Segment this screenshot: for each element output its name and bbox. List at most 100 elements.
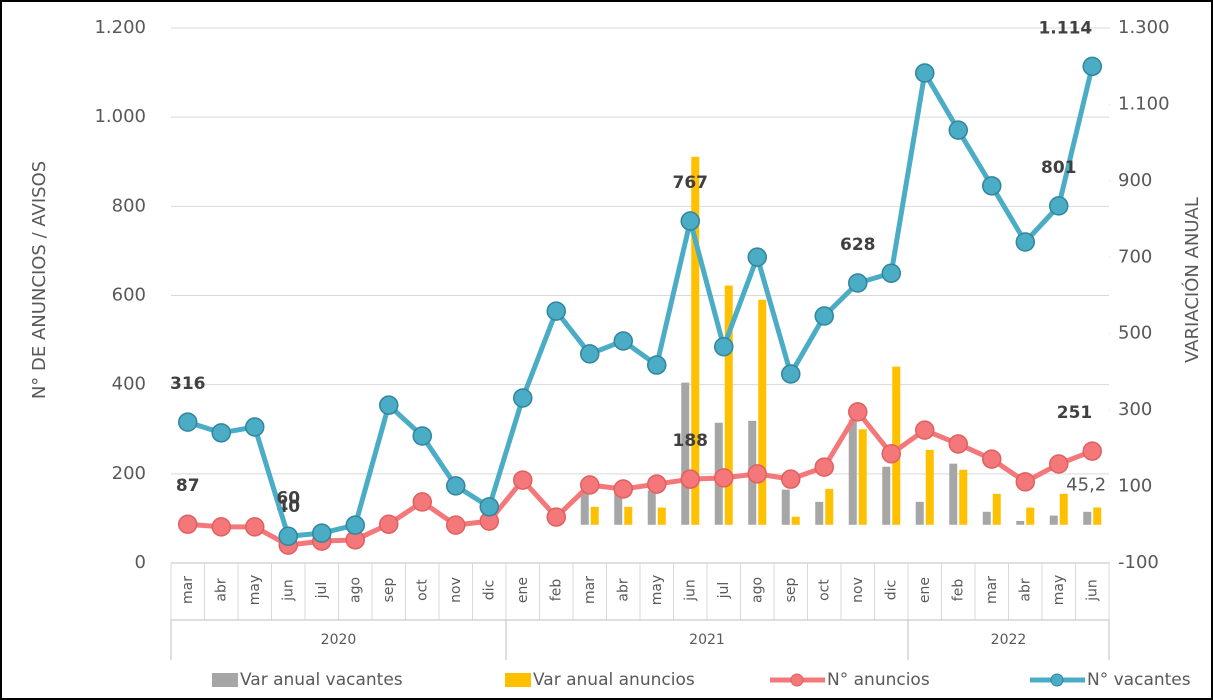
bar [825,488,834,525]
bar [758,299,767,525]
data-label: 767 [673,173,709,193]
bar [848,419,857,525]
line [187,409,1094,548]
y2-tick-label: 700 [1118,246,1152,267]
bar [691,156,700,525]
point [714,468,734,488]
bar [982,511,991,525]
x-tick-label: abr [615,578,631,601]
x-tick-label: oct [816,579,832,601]
legend-swatch [790,673,804,687]
x-tick-label: abr [213,578,229,601]
point [412,426,432,446]
y-axis-title: N° DE ANUNCIOS / AVISOS [29,161,50,399]
point [881,263,901,283]
x-tick-label: jul [314,582,330,600]
point [848,273,868,293]
bar [949,463,958,525]
group-label: 2021 [689,632,725,648]
data-label: 45,2 [1066,475,1106,496]
bar [657,507,666,525]
point [546,301,566,321]
point [580,475,600,495]
y2-tick-label: -100 [1118,552,1159,573]
bar [815,501,824,525]
point [245,417,265,437]
point [1082,56,1102,77]
x-tick-label: jul [716,582,732,600]
point [680,211,700,231]
point [211,423,231,443]
data-label: 188 [673,431,709,451]
point [513,388,533,408]
bar [959,469,968,525]
point [546,507,566,527]
y2-tick-label: 500 [1118,323,1152,344]
bar [915,501,924,525]
x-tick-label: jun [682,579,698,602]
point [1015,472,1035,492]
x-tick-label: abr [1017,578,1033,601]
point [1049,196,1069,216]
bar [614,488,623,525]
point [245,517,265,537]
point [379,395,399,415]
bar [882,466,891,525]
y2-tick-label: 1.100 [1118,93,1170,114]
x-tick-label: may [247,575,263,606]
bar [1059,493,1068,525]
point [915,420,935,440]
data-label: 251 [1057,403,1093,423]
x-tick-label: oct [414,579,430,601]
legend-label: Var anual vacantes [240,670,403,690]
point [848,402,868,422]
point [446,515,466,535]
bar [624,506,633,525]
y-tick-label: 800 [112,195,146,216]
point [781,469,801,489]
point [881,444,901,464]
point [278,526,298,546]
group-label: 2020 [321,632,357,648]
point [948,120,968,140]
data-label: 316 [170,374,206,394]
group-label: 2022 [991,632,1027,648]
point [647,355,667,375]
point [814,457,834,477]
bar [1083,511,1092,525]
x-tick-label: feb [950,579,966,602]
line [186,65,1095,539]
legend-label: Var anual anuncios [533,670,695,690]
bar [647,490,656,525]
point [747,247,767,267]
bar [580,490,589,525]
bar [781,489,790,525]
x-tick-label: may [649,575,665,606]
x-tick-label: ago [749,577,765,603]
bar [1016,520,1025,525]
point [479,497,499,517]
x-tick-label: sep [381,577,397,602]
x-tick-label: may [1051,575,1067,606]
y2-axis-title: VARIACIÓN ANUAL [1181,197,1203,363]
y-tick-label: 200 [112,463,146,484]
bar [1026,507,1035,525]
x-tick-label: ene [515,577,531,603]
point [613,479,633,499]
x-tick-label: mar [180,576,196,604]
point [1049,454,1069,474]
x-tick-label: feb [548,579,564,602]
bar [791,516,800,525]
point [312,523,332,543]
legend-label: N° anuncios [827,670,930,690]
bar [992,493,1001,525]
x-tick-label: ago [347,577,363,603]
y2-tick-label: 100 [1118,476,1152,497]
bar [590,506,599,525]
data-label: 1.114 [1038,18,1092,38]
point [379,514,399,534]
point [982,176,1002,196]
x-tick-label: mar [582,576,598,604]
data-label: 628 [840,235,876,255]
